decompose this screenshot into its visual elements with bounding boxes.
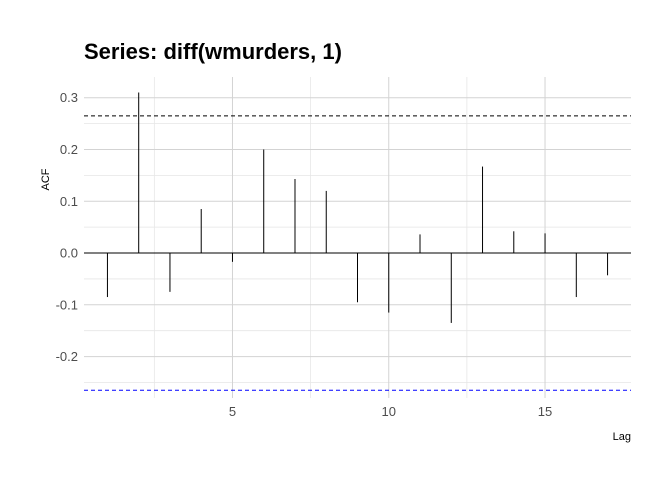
grid (84, 77, 631, 398)
x-axis-label: Lag (613, 431, 631, 443)
chart-title: Series: diff(wmurders, 1) (84, 39, 342, 64)
x-tick-label: 5 (229, 404, 236, 419)
y-tick-label: 0.1 (60, 194, 78, 209)
y-axis-label: ACF (40, 168, 52, 190)
y-tick-label: 0.0 (60, 246, 78, 261)
y-tick-label: -0.1 (56, 297, 78, 312)
x-tick-label: 10 (382, 404, 396, 419)
x-tick-label: 15 (538, 404, 552, 419)
y-tick-label: 0.3 (60, 90, 78, 105)
confidence-bounds (84, 115, 631, 391)
y-tick-label: 0.2 (60, 142, 78, 157)
acf-bars (84, 92, 631, 323)
y-tick-label: -0.2 (56, 349, 78, 364)
x-axis-ticks: 5 10 15 (229, 404, 552, 419)
y-axis-ticks: -0.2 -0.1 0.0 0.1 0.2 0.3 (56, 90, 78, 364)
